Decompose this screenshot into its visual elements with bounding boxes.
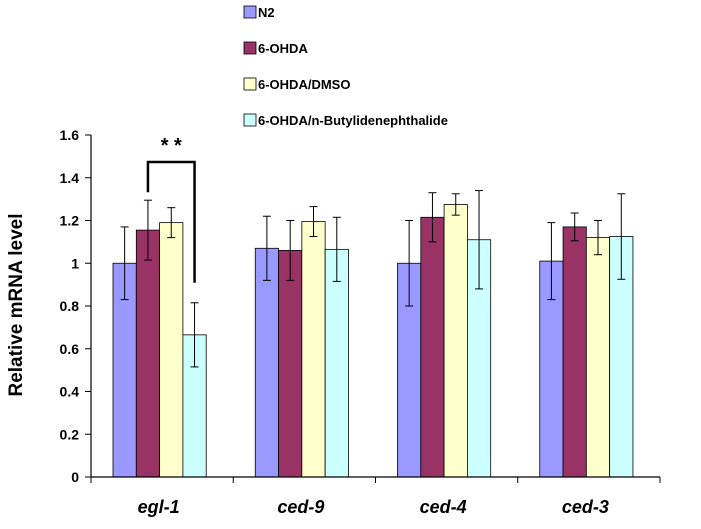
legend-swatch (243, 41, 257, 55)
bar-6-ohda-dmso-ced-4 (443, 204, 468, 478)
y-tick-label: 1.4 (60, 170, 80, 186)
bar-6-ohda-ced-4 (420, 216, 445, 478)
bar-6-ohda-dmso-ced-9 (301, 221, 326, 478)
significance-stars: * * (161, 135, 182, 157)
bar-6-ohda-ced-9 (278, 250, 303, 478)
x-tick-label: ced-9 (277, 497, 324, 517)
y-tick-label: 0.2 (60, 426, 80, 442)
x-tick-label: ced-3 (562, 497, 609, 517)
legend-swatch (243, 5, 257, 19)
legend-label: 6-OHDA/DMSO (258, 77, 350, 92)
bar-6-ohda-ced-3 (562, 226, 587, 478)
y-tick-label: 0.8 (60, 298, 80, 314)
y-tick-label: 0.6 (60, 341, 80, 357)
significance-annotation: * * (146, 135, 196, 283)
legend-swatch (243, 113, 257, 127)
legend: N2 6-OHDA 6-OHDA/DMSO 6-OHDA/n-Butylideneph… (243, 5, 448, 128)
bar-6-ohda-dmso-egl-1 (159, 222, 184, 478)
bar-6-ohda-n-butylidenephthalide-ced-9 (324, 248, 349, 478)
legend-label: 6-OHDA/n-Butylidenephthalide (258, 113, 448, 128)
legend-label: N2 (258, 5, 275, 20)
legend-swatch (243, 77, 257, 91)
y-tick-label: 1.6 (60, 127, 80, 143)
y-tick-label: 1.2 (60, 213, 80, 229)
y-tick-label: 0.4 (60, 384, 80, 400)
bar-n2-ced-9 (254, 247, 279, 478)
bars (112, 190, 634, 478)
legend-label: 6-OHDA (258, 41, 308, 56)
bar-6-ohda-egl-1 (135, 229, 161, 478)
significance-bracket (146, 160, 196, 283)
x-tick-label: ced-4 (420, 497, 467, 517)
y-axis-title: Relative mRNA level (6, 213, 27, 396)
y-tick-label: 1 (71, 255, 79, 271)
x-tick-label: egl-1 (138, 497, 180, 517)
bar-6-ohda-dmso-ced-3 (585, 237, 611, 478)
axes: 0 0.2 0.4 0.6 0.8 1 1.2 1.4 1.6 egl-1 ced-9 ced-4 ce… (60, 127, 661, 517)
y-tick-label: 0 (71, 469, 79, 485)
